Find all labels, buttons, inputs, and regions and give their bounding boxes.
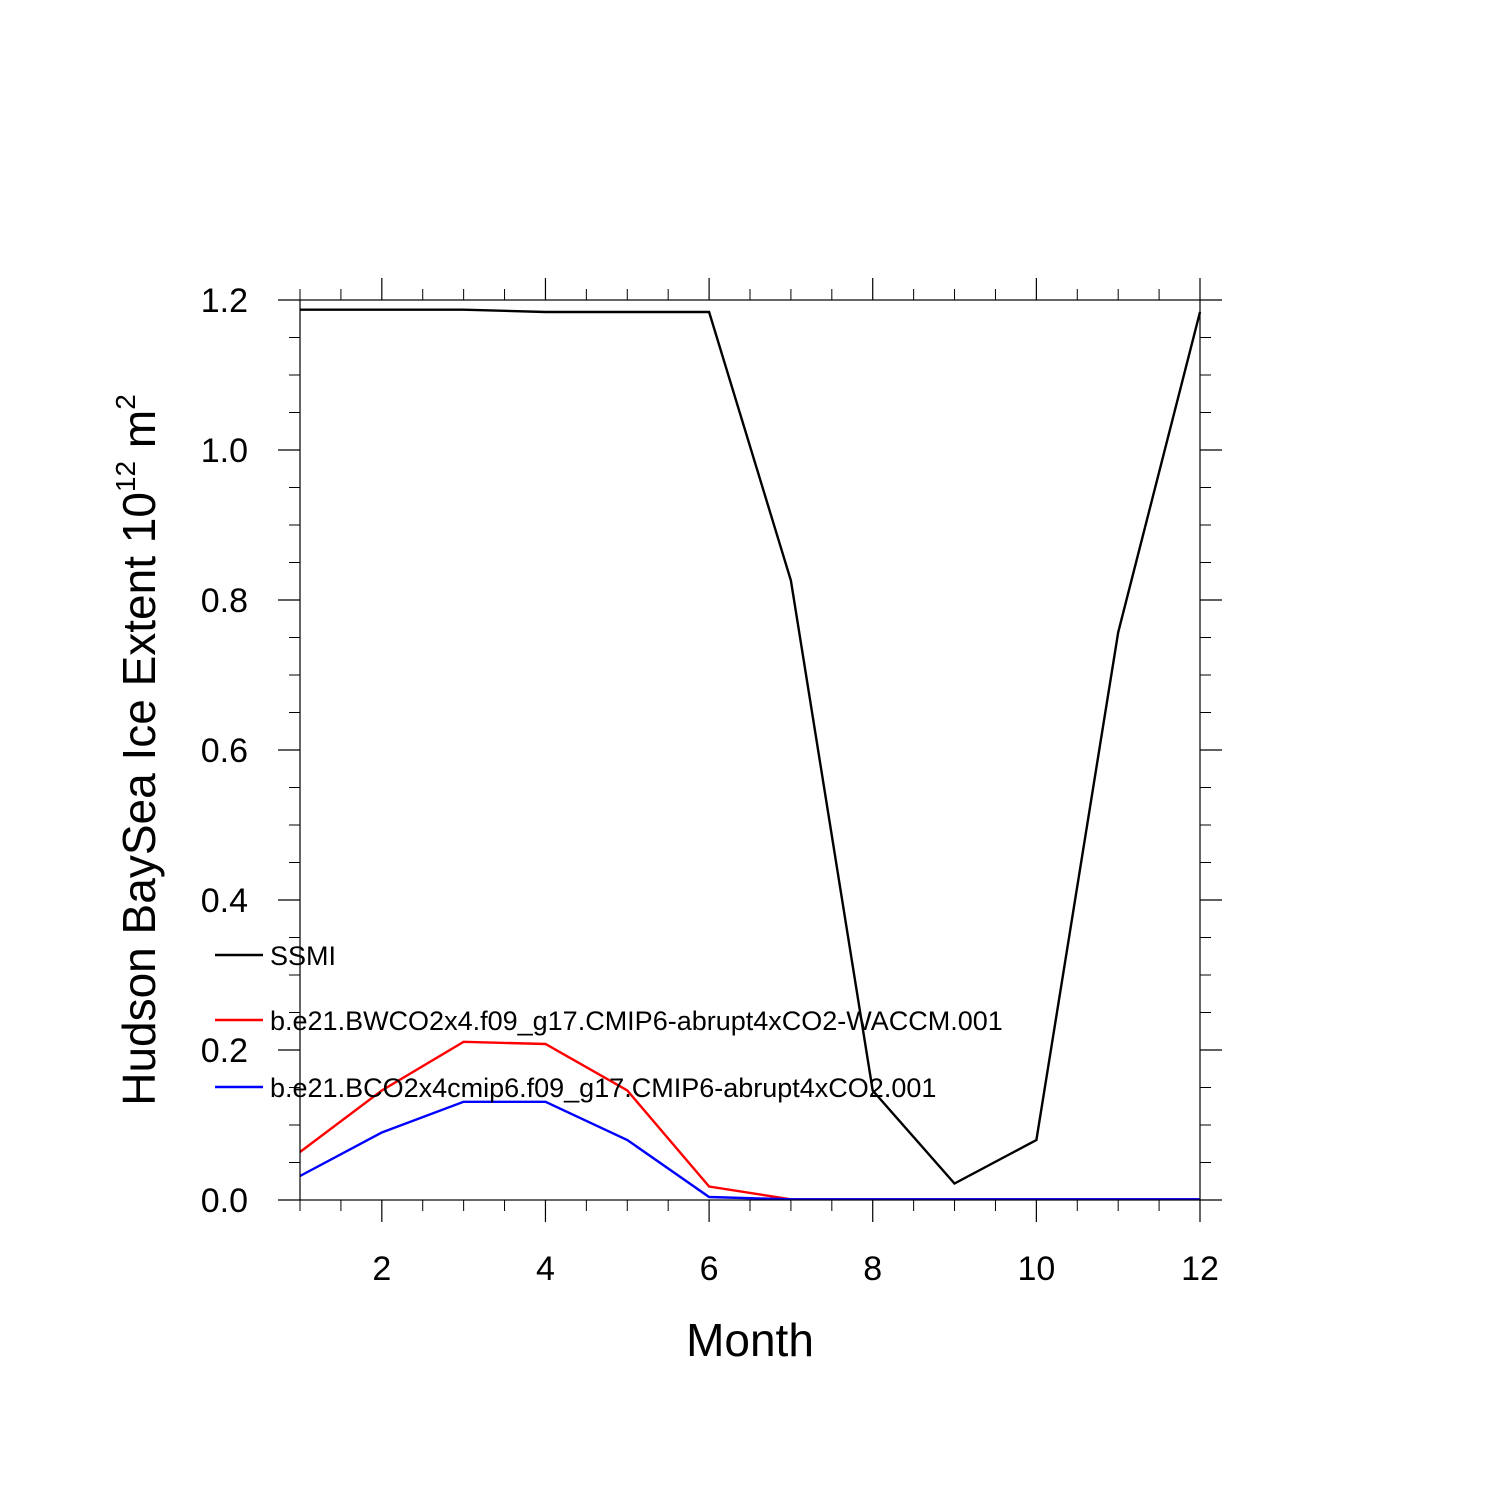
series-line-3 [299, 1100, 1200, 1201]
plot-frame [299, 299, 1201, 1201]
x-tick-label: 12 [1181, 1250, 1219, 1288]
axis-ticks [278, 278, 1222, 1222]
y-tick-label: 1.2 [201, 282, 248, 320]
x-axis-title: Month [686, 1314, 814, 1366]
y-tick-label: 1.0 [201, 432, 248, 470]
x-tick-label: 8 [863, 1250, 882, 1288]
x-tick-label: 10 [1017, 1250, 1055, 1288]
y-axis-title-unit: m [113, 410, 165, 461]
series-lines [299, 308, 1202, 1201]
tick-labels: 2 4 6 8 10 12 0.0 0.2 0.4 0.6 0.8 1.0 1.2 [201, 282, 1219, 1288]
x-tick-label: 6 [700, 1250, 719, 1288]
y-axis-title-exponent: 12 [110, 461, 141, 492]
legend-label-2: b.e21.BWCO2x4.f09_g17.CMIP6-abrupt4xCO2-… [270, 1006, 1003, 1036]
legend: SSMI b.e21.BWCO2x4.f09_g17.CMIP6-abrupt4x… [215, 941, 1003, 1103]
x-tick-label: 4 [536, 1250, 555, 1288]
series-line-2 [299, 1040, 1200, 1201]
y-axis-title: Hudson BaySea Ice Extent 1012 m2 [110, 394, 165, 1106]
legend-label-1: SSMI [270, 941, 336, 971]
legend-label-3: b.e21.BCO2x4cmip6.f09_g17.CMIP6-abrupt4x… [270, 1073, 936, 1103]
y-tick-label: 0.0 [201, 1182, 248, 1220]
series-line-1 [300, 308, 1202, 1186]
x-tick-label: 2 [372, 1250, 391, 1288]
y-axis-title-main: Hudson BaySea Ice Extent 10 [113, 492, 165, 1106]
y-axis-title-unit-exponent: 2 [110, 394, 141, 410]
y-tick-label: 0.2 [201, 1032, 248, 1070]
y-tick-label: 0.4 [201, 882, 248, 920]
y-tick-label: 0.6 [201, 732, 248, 770]
y-tick-label: 0.8 [201, 582, 248, 620]
